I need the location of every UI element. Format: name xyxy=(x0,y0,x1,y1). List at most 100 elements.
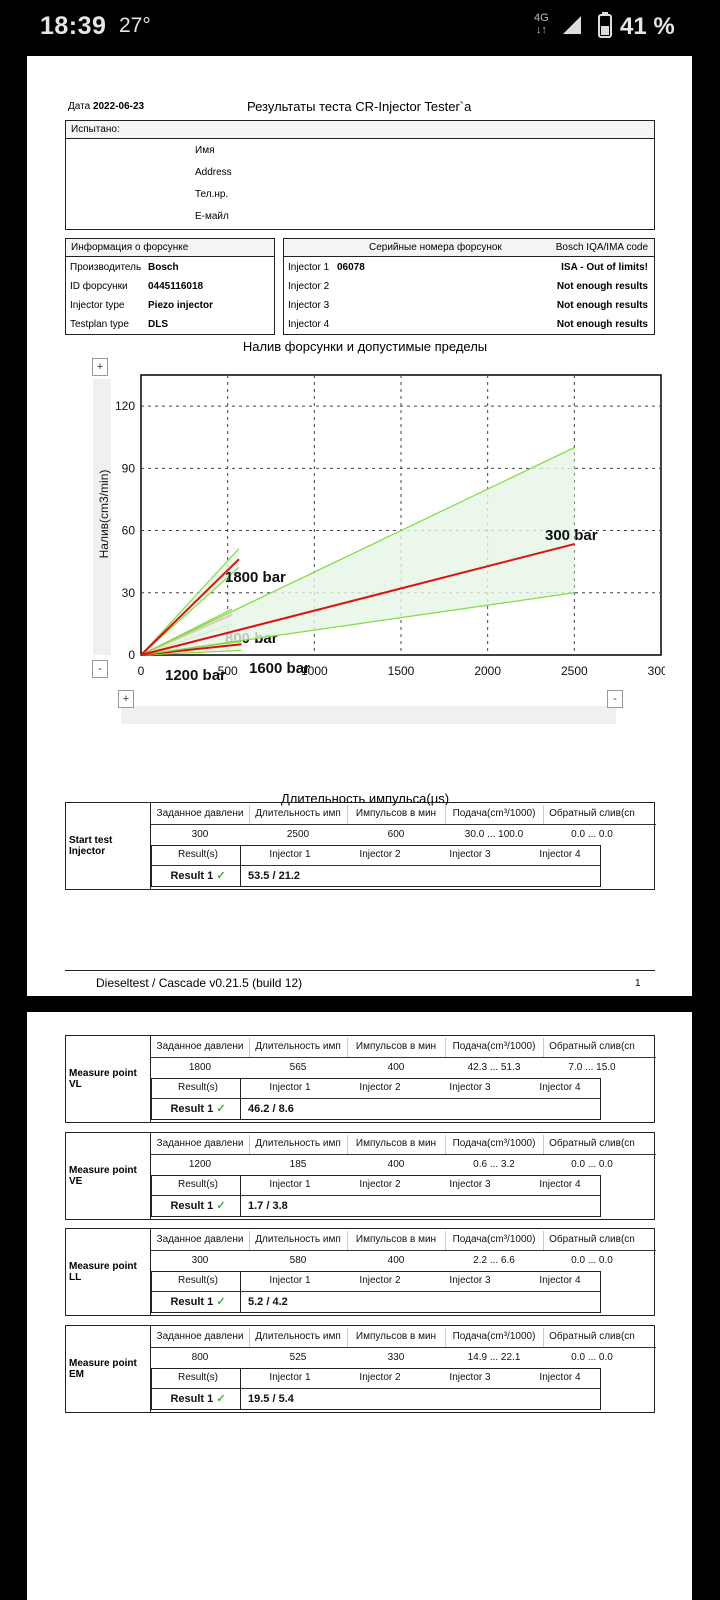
check-icon: ✓ xyxy=(216,1393,226,1405)
results-box: Result(s) Injector 1 Injector 2 Injector 3 I… xyxy=(151,1078,601,1120)
results-box: Result(s) Injector 1 Injector 2 Injector 3 I… xyxy=(151,1175,601,1217)
column-value: 7.0 ... 15.0 xyxy=(568,1062,616,1073)
column-value: 185 xyxy=(289,1159,307,1170)
column-header: Заданное давлени xyxy=(156,1234,244,1245)
status-bar: 18:39 27° 4G ↓↑ 41 % xyxy=(0,0,720,56)
column-value: 2.2 ... 6.6 xyxy=(473,1255,515,1266)
column-header: Заданное давлени xyxy=(156,1041,244,1052)
test-name: Start test Injector xyxy=(66,803,151,889)
column-separator xyxy=(249,1135,250,1154)
test-name: Measure point EM xyxy=(66,1326,151,1412)
serial-label: Injector 4 xyxy=(288,319,330,330)
check-icon: ✓ xyxy=(216,1296,226,1308)
y-tick-label: 60 xyxy=(122,524,136,538)
results-header: Injector 1 xyxy=(269,849,311,860)
serials-header-title: Серийные номера форсунок xyxy=(369,242,502,253)
y-scrollbar xyxy=(93,379,111,655)
test-table-em: Measure point EM Заданное давлени 800 Длите… xyxy=(65,1325,656,1413)
column-header: Заданное давлени xyxy=(156,808,244,819)
y-tick-label: 30 xyxy=(122,586,136,600)
serials-header: Серийные номера форсунок Bosch IQA/IMA c… xyxy=(284,239,654,257)
results-header: Injector 2 xyxy=(359,1275,401,1286)
column-value: 300 xyxy=(191,829,209,840)
results-header: Injector 1 xyxy=(269,1179,311,1190)
check-icon: ✓ xyxy=(216,1200,226,1212)
injector-chart: Налив форсунки и допустимые пределы 0 500… xyxy=(65,339,665,806)
column-value: 1200 xyxy=(188,1159,212,1170)
column-separator xyxy=(445,1328,446,1347)
column-value: 0.0 ... 0.0 xyxy=(571,1352,613,1363)
results-header: Result(s) xyxy=(177,1179,218,1190)
check-icon: ✓ xyxy=(216,870,226,882)
column-value: 0.0 ... 0.0 xyxy=(571,829,613,840)
column-separator xyxy=(445,1231,446,1250)
status-temperature: 27° xyxy=(119,14,151,37)
x-tick-label: 1500 xyxy=(388,664,415,678)
column-value: 565 xyxy=(289,1062,307,1073)
column-value: 525 xyxy=(289,1352,307,1363)
column-header: Заданное давлени xyxy=(156,1331,244,1342)
zoom-out-x-button[interactable]: - xyxy=(607,690,623,708)
column-header: Длительность имп xyxy=(255,1234,341,1245)
result-value: 53.5 / 21.2 xyxy=(248,870,300,882)
info-value: 0445116018 xyxy=(148,281,204,292)
y-tick-label: 0 xyxy=(128,648,135,662)
series-label: 1200 bar xyxy=(165,667,226,684)
results-header: Injector 3 xyxy=(449,849,491,860)
column-value: 0.6 ... 3.2 xyxy=(473,1159,515,1170)
column-value: 330 xyxy=(387,1352,405,1363)
results-header: Injector 3 xyxy=(449,1179,491,1190)
result-label: Result 1 ✓ xyxy=(170,870,226,882)
zoom-out-y-button[interactable]: - xyxy=(92,660,108,678)
info-label: Testplan type xyxy=(70,319,129,330)
zoom-in-x-button[interactable]: + xyxy=(118,690,134,708)
serials-panel: Серийные номера форсунок Bosch IQA/IMA c… xyxy=(283,238,655,335)
measured-line xyxy=(140,558,240,656)
column-header: Обратный слив(cn xyxy=(549,1041,635,1052)
column-separator xyxy=(249,1328,250,1347)
tested-by-panel: Испытано: Имя Address Тел.нр. E-майл xyxy=(65,120,655,230)
x-tick-label: 500 xyxy=(218,664,238,678)
iqa-code: Not enough results xyxy=(556,281,648,292)
results-header: Injector 4 xyxy=(539,1275,581,1286)
results-divider xyxy=(152,1098,600,1099)
results-box: Result(s) Injector 1 Injector 2 Injector 3 I… xyxy=(151,1368,601,1410)
header-divider xyxy=(151,1250,656,1251)
column-separator xyxy=(347,1038,348,1057)
results-header: Injector 2 xyxy=(359,1082,401,1093)
results-separator xyxy=(240,1079,241,1119)
column-value: 0.0 ... 0.0 xyxy=(571,1159,613,1170)
series-label: 1800 bar xyxy=(225,569,286,586)
column-value: 1800 xyxy=(188,1062,212,1073)
column-header: Длительность имп xyxy=(255,1138,341,1149)
iqa-code: ISA - Out of limits! xyxy=(561,262,648,273)
iqa-code: Not enough results xyxy=(556,319,648,330)
column-header: Подача(cm³/1000) xyxy=(452,1331,536,1342)
column-separator xyxy=(543,805,544,824)
column-header: Импульсов в мин xyxy=(355,1331,437,1342)
column-separator xyxy=(347,1231,348,1250)
info-value: DLS xyxy=(148,319,168,330)
column-separator xyxy=(445,805,446,824)
results-header: Injector 2 xyxy=(359,1372,401,1383)
info-label: Injector type xyxy=(70,300,125,311)
upper-limit-line xyxy=(140,548,240,656)
results-separator xyxy=(240,846,241,886)
phone-label: Тел.нр. xyxy=(195,189,229,200)
column-header: Подача(cm³/1000) xyxy=(452,1041,536,1052)
column-separator xyxy=(347,1135,348,1154)
result-label: Result 1 ✓ xyxy=(170,1200,226,1212)
serial-value: 06078 xyxy=(337,262,365,273)
result-label: Result 1 ✓ xyxy=(170,1296,226,1308)
results-separator xyxy=(240,1369,241,1409)
upper-limit-line xyxy=(140,447,575,656)
x-scrollbar xyxy=(121,706,616,724)
report-page-1: Дата 2022-06-23 Результаты теста CR-Inje… xyxy=(27,56,692,996)
results-header: Injector 4 xyxy=(539,849,581,860)
lower-limit-line xyxy=(140,592,575,656)
injector-info-panel: Информация о форсунке Производитель Bosc… xyxy=(65,238,275,335)
zoom-in-y-button[interactable]: + xyxy=(92,358,108,376)
y-axis-label: Налив(cm3/min) xyxy=(97,470,111,559)
column-value: 0.0 ... 0.0 xyxy=(571,1255,613,1266)
